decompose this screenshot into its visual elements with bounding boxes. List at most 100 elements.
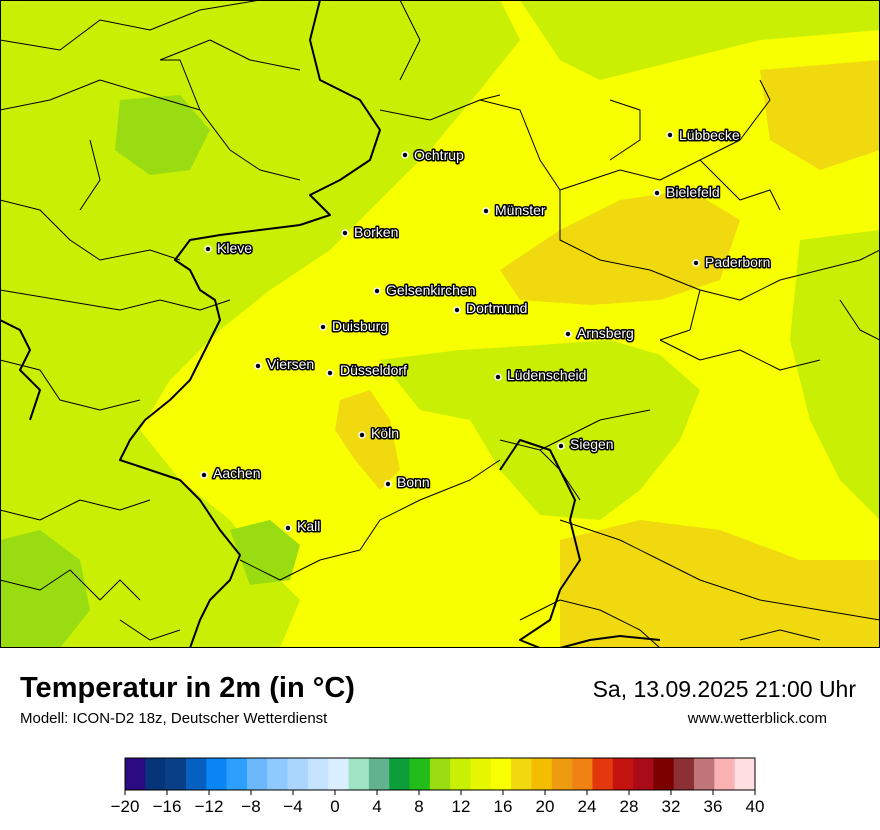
city-dot <box>557 442 565 450</box>
legend-tick-label: 4 <box>372 797 381 816</box>
temp-field-cool-west <box>0 0 520 648</box>
city-label: Münster <box>495 202 546 218</box>
legend-swatch <box>429 758 451 790</box>
legend-swatch <box>470 758 492 790</box>
city-label: Kall <box>297 518 320 534</box>
city-dot <box>384 480 392 488</box>
temp-field-warm-northeast <box>760 60 880 170</box>
legend-swatch <box>572 758 593 790</box>
legend-swatch <box>551 758 573 790</box>
legend-swatch <box>348 758 370 790</box>
city-duisburg: Duisburg <box>319 317 390 336</box>
legend-swatch <box>592 758 614 790</box>
temperature-map: Lübbecke Ochtrup Bielefeld Münster Borke… <box>0 0 880 648</box>
city-dot <box>319 323 327 331</box>
city-gelsenkirchen: Gelsenkirchen <box>373 281 477 300</box>
city-paderborn: Paderborn <box>692 253 772 272</box>
temp-field-cold-pocket-3 <box>230 520 300 585</box>
city-label: Ochtrup <box>414 147 464 163</box>
temp-field-cool-east <box>790 230 880 520</box>
city-dot <box>482 207 490 215</box>
city-label: Duisburg <box>332 318 388 334</box>
legend-swatch <box>125 758 146 790</box>
legend-swatch <box>714 758 735 790</box>
city-label: Kleve <box>217 240 252 256</box>
city-label: Lübbecke <box>679 127 740 143</box>
city-dortmund: Dortmund <box>453 299 529 318</box>
city-luedenscheid: Lüdenscheid <box>494 366 588 385</box>
model-info: Modell: ICON-D2 18z, Deutscher Wetterdie… <box>20 710 328 727</box>
legend-tick-label: 12 <box>452 797 471 816</box>
legend-tick-label: −12 <box>195 797 224 816</box>
city-label: Siegen <box>570 436 614 452</box>
city-viersen: Viersen <box>254 355 316 374</box>
city-label: Düsseldorf <box>340 362 407 378</box>
legend-swatch <box>450 758 471 790</box>
legend-swatch <box>389 758 410 790</box>
color-legend: −20 −16 −12 −8 −4 0 4 8 12 16 20 24 28 32 36 40 <box>111 757 765 816</box>
legend-swatch <box>226 758 248 790</box>
city-duesseldorf: Düsseldorf <box>326 361 409 380</box>
map-footer: Temperatur in 2m (in °C) Modell: ICON-D2… <box>0 648 880 830</box>
legend-tick-label: 36 <box>704 797 723 816</box>
city-dot <box>401 151 409 159</box>
legend-swatch <box>206 758 227 790</box>
temp-field-warm-east <box>500 190 740 305</box>
city-koeln: Köln <box>358 424 401 443</box>
legend-swatch <box>531 758 553 790</box>
legend-swatch <box>165 758 187 790</box>
city-dot <box>284 524 292 532</box>
city-kleve: Kleve <box>204 239 254 258</box>
legend-swatch <box>409 758 431 790</box>
city-label: Bielefeld <box>666 184 720 200</box>
map-canvas: Lübbecke Ochtrup Bielefeld Münster Borke… <box>0 0 880 648</box>
city-dot <box>494 373 502 381</box>
legend-swatch <box>287 758 309 790</box>
legend-tick-label: 28 <box>620 797 639 816</box>
legend-tick-label: −16 <box>153 797 182 816</box>
city-label: Aachen <box>213 465 260 481</box>
website-link[interactable]: www.wetterblick.com <box>687 710 827 727</box>
city-dot <box>692 259 700 267</box>
legend-swatch <box>328 758 349 790</box>
city-label: Arnsberg <box>577 325 634 341</box>
city-borken: Borken <box>341 223 400 242</box>
legend-swatch <box>145 758 166 790</box>
legend-swatches <box>124 757 756 791</box>
city-dot <box>358 431 366 439</box>
city-dot <box>341 229 349 237</box>
city-label: Lüdenscheid <box>507 367 586 383</box>
city-dot <box>254 362 262 370</box>
legend-tick-label: 32 <box>662 797 681 816</box>
legend-swatch <box>633 758 654 790</box>
legend-swatch <box>490 758 512 790</box>
temp-field-cold-pocket-2 <box>0 530 90 648</box>
city-siegen: Siegen <box>557 435 615 454</box>
legend-swatch <box>694 758 715 790</box>
city-dot <box>200 471 208 479</box>
city-label: Paderborn <box>705 254 770 270</box>
legend-tick-label: 8 <box>414 797 423 816</box>
city-markers: Lübbecke Ochtrup Bielefeld Münster Borke… <box>200 126 772 536</box>
city-dot <box>326 369 334 377</box>
legend-swatch <box>673 758 695 790</box>
city-label: Borken <box>354 224 398 240</box>
legend-tick-label: 0 <box>330 797 339 816</box>
legend-tick-label: −8 <box>241 797 260 816</box>
temp-field-warm-southeast <box>560 520 880 648</box>
city-muenster: Münster <box>482 201 547 220</box>
city-label: Gelsenkirchen <box>386 282 476 298</box>
legend-tick-label: −4 <box>283 797 302 816</box>
legend-swatch <box>734 758 756 790</box>
legend-tick-label: 20 <box>536 797 555 816</box>
city-kall: Kall <box>284 517 322 536</box>
legend-swatch <box>185 758 207 790</box>
city-aachen: Aachen <box>200 464 262 483</box>
city-dot <box>564 330 572 338</box>
city-dot <box>653 189 661 197</box>
city-bielefeld: Bielefeld <box>653 183 721 202</box>
district-borders <box>0 0 880 648</box>
city-dot <box>666 131 674 139</box>
city-arnsberg: Arnsberg <box>564 324 635 343</box>
legend-tick-label: 40 <box>746 797 765 816</box>
